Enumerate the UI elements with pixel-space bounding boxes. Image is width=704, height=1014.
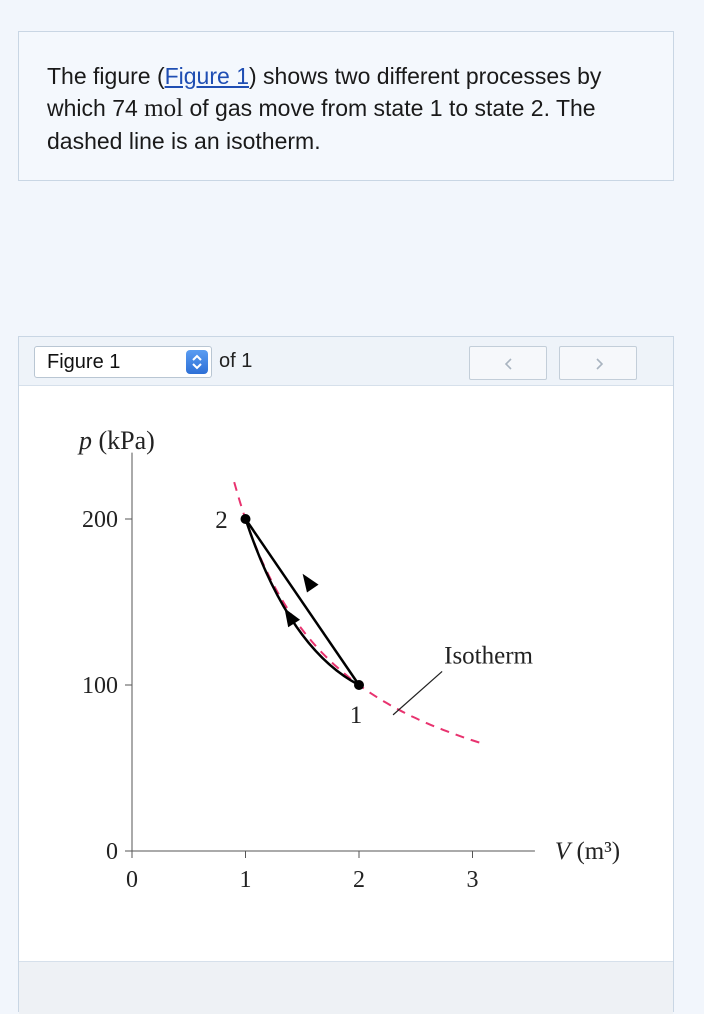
y-axis-label: p (kPa) [77,426,155,455]
figure-viewer: Figure 1 of 1 0 100 200 0 1 2 3 p (kPa) V (m³) Is… [18,336,674,1014]
pv-diagram-chart: 0 100 200 0 1 2 3 p (kPa) V (m³) Isotherm 1 2 [77,426,620,893]
y-tick-label: 0 [106,839,118,865]
chevron-left-icon [504,358,512,370]
x-tick-label: 1 [240,867,252,893]
select-arrows-icon [186,350,208,374]
unit-mol: mol [144,95,184,122]
arrow-straight-process [302,573,319,593]
process-straight-line [244,518,361,686]
chevron-right-icon [596,358,604,370]
x-tick-label: 0 [126,867,138,893]
problem-text-part: ) shows two different processes by which… [47,63,602,121]
x-axis-label: V (m³) [555,838,620,865]
x-tick-label: 2 [353,867,365,893]
problem-text-part: The figure ( [47,63,165,89]
figure-select[interactable]: Figure 1 [34,346,212,378]
previous-figure-button[interactable] [469,346,547,380]
figure-plot-area: 0 100 200 0 1 2 3 p (kPa) V (m³) Isotherm 1 2 [19,386,673,958]
figure-count: of 1 [219,350,253,372]
y-tick-label: 200 [82,507,118,533]
x-tick-label: 3 [467,867,479,893]
state-2-point [240,514,251,524]
problem-text-part: of gas move from state 1 to state 2. The… [47,95,596,154]
state-1-point [354,680,364,690]
isotherm-leader-line [392,670,443,716]
figure-panel-footer [19,961,673,1014]
state-1-label: 1 [350,702,363,729]
figure-toolbar: Figure 1 of 1 [19,337,673,386]
arrow-curved-process [284,608,301,628]
state-2-label: 2 [215,507,228,534]
isotherm-label: Isotherm [444,642,533,669]
figure-select-value: Figure 1 [47,351,121,373]
process-curved-line [244,518,360,687]
figure-1-link[interactable]: Figure 1 [164,63,249,89]
problem-text: The figure (Figure 1) shows two differen… [47,60,657,157]
next-figure-button[interactable] [559,346,637,380]
y-tick-label: 100 [82,673,118,699]
problem-statement-box: The figure (Figure 1) shows two differen… [18,31,674,181]
